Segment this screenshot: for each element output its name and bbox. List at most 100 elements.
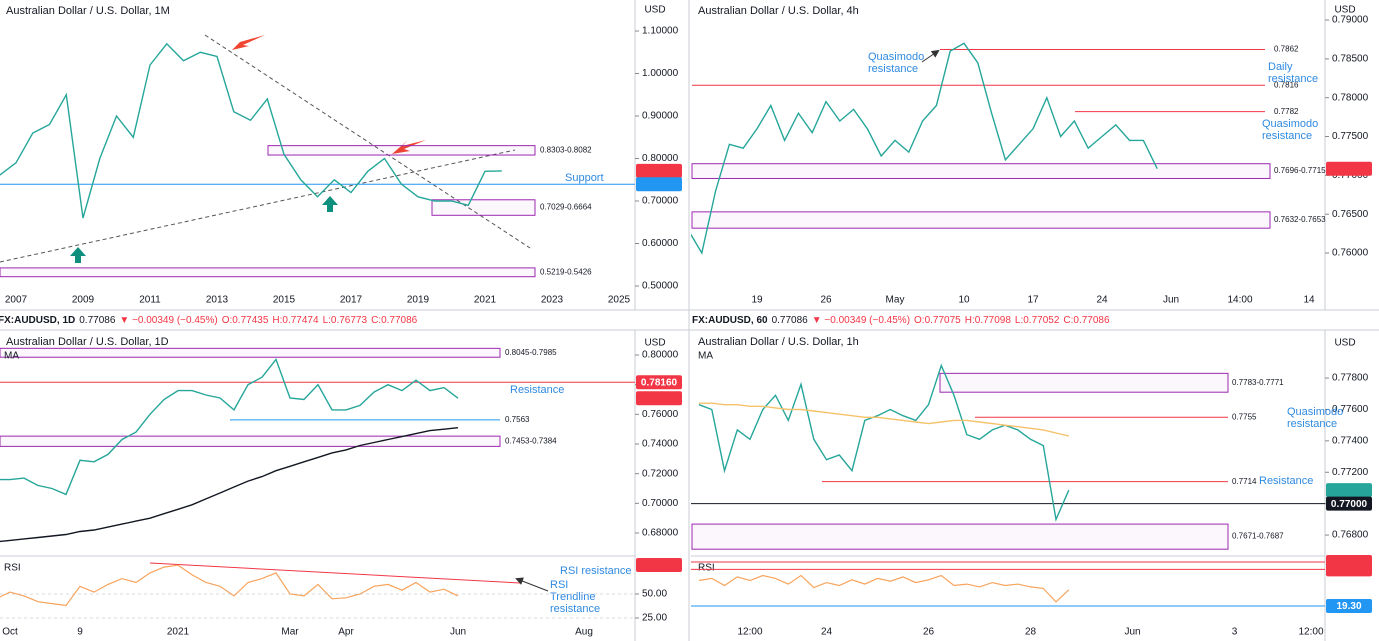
x-tick-label: 2015 (273, 295, 296, 306)
y-tick-label: 0.72000 (642, 468, 679, 479)
price-tag (636, 391, 682, 406)
zone (691, 523, 1229, 550)
annotation: RSI (550, 579, 568, 591)
price-tag (636, 163, 682, 178)
ohlc-value: H:0.77474 (272, 315, 319, 326)
x-tick-label: 24 (1096, 295, 1108, 306)
plot-area (0, 42, 635, 278)
y-tick-label: 1.10000 (642, 26, 679, 37)
zone (431, 199, 536, 216)
plot-area (0, 347, 635, 543)
price-tag (1326, 496, 1372, 511)
y-tick-label: 0.80000 (642, 350, 679, 361)
ohlc-value: H:0.77098 (965, 315, 1012, 326)
ohlc-value: O:0.77075 (914, 315, 961, 326)
level-label: 0.7782 (1274, 107, 1299, 116)
price-line (0, 357, 459, 496)
y-tick-label: 0.68000 (642, 528, 679, 539)
annotation: Support (565, 172, 604, 184)
y-tick-label: 0.76000 (1332, 248, 1369, 259)
annotation: resistance (1268, 73, 1318, 85)
y-tick-label: 0.76800 (1332, 530, 1369, 541)
x-tick-label: 2019 (407, 295, 430, 306)
x-tick-label: 2013 (206, 295, 229, 306)
x-tick-label: 3 (1232, 627, 1238, 638)
price-line (0, 42, 502, 219)
rsi-y-tick-label: 50.00 (642, 589, 667, 600)
y-tick-label: 0.77500 (1332, 131, 1369, 142)
rsi-label: RSI (698, 563, 715, 574)
zone-label: 0.7671-0.7687 (1232, 532, 1284, 541)
currency-label: USD (644, 338, 665, 349)
currency-label: USD (644, 5, 665, 16)
currency-label: USD (1334, 5, 1355, 16)
annotation: Resistance (510, 384, 564, 396)
y-tick-label: 0.78000 (1332, 92, 1369, 103)
legend-label: MA (698, 351, 713, 362)
panel: Australian Dollar / U.S. Dollar, 4h USD0.… (691, 5, 1369, 306)
annotation: Quasimodo (868, 51, 924, 63)
legend-label: MA (4, 351, 19, 362)
price-tag (636, 375, 682, 390)
x-tick-label: 2025 (608, 295, 631, 306)
price-tag-label: 0.77000 (1331, 499, 1368, 510)
last-price: 0.77086 (79, 315, 116, 326)
x-tick-label: 2021 (167, 627, 190, 638)
x-tick-label: 26 (923, 627, 935, 638)
rsi-y-tick-label: 25.00 (642, 613, 667, 624)
rsi-line (0, 564, 459, 607)
y-tick-label: 0.80000 (642, 153, 679, 164)
price-line (691, 42, 1158, 255)
x-tick-label: 24 (821, 627, 833, 638)
x-tick-label: 9 (77, 627, 83, 638)
y-tick-label: 1.00000 (642, 68, 679, 79)
x-tick-label: 14 (1303, 295, 1315, 306)
x-tick-label: Jun (1163, 295, 1179, 306)
plot-area (691, 363, 1325, 550)
zone (0, 267, 536, 278)
annotation: resistance (1262, 130, 1312, 142)
currency-label: USD (1334, 338, 1355, 349)
x-tick-label: 2023 (541, 295, 564, 306)
x-tick-label: 26 (820, 295, 832, 306)
annotation: resistance (868, 63, 918, 75)
price-tag-label: 19.30 (1336, 601, 1361, 612)
panel: Australian Dollar / U.S. Dollar, 1M USD 0.… (0, 5, 679, 306)
ohlc-value: L:0.76773 (323, 315, 368, 326)
y-tick-label: 0.90000 (642, 111, 679, 122)
y-tick-label: 0.77600 (1332, 404, 1369, 415)
y-tick-label: 0.78500 (1332, 54, 1369, 65)
annotation: RSI resistance (560, 565, 632, 577)
price-line (0, 427, 459, 543)
annotation: resistance (550, 603, 600, 615)
x-tick-label: May (886, 295, 905, 306)
x-tick-label: 28 (1025, 627, 1037, 638)
ohlc-value: L:0.77052 (1015, 315, 1060, 326)
price-tag (1326, 599, 1372, 613)
ohlc-value: O:0.77435 (222, 315, 269, 326)
y-tick-label: 0.79000 (1332, 15, 1369, 26)
level-label: 0.7563 (505, 415, 530, 424)
symbol: FX:AUDUSD, 1D (0, 315, 75, 326)
x-tick-label: 2007 (5, 295, 28, 306)
x-tick-label: Jun (450, 627, 466, 638)
symbol-header: FX:AUDUSD, 60 0.77086 ▼ −0.00349 (−0.45%) O… (692, 315, 1110, 326)
price-tag (1326, 562, 1372, 577)
zone (691, 163, 1271, 179)
x-tick-label: 2017 (340, 295, 363, 306)
x-tick-label: 2011 (139, 295, 161, 306)
annotation: Daily (1268, 61, 1293, 73)
chart-title: Australian Dollar / U.S. Dollar, 1h (698, 336, 859, 348)
price-tag-label: 0.78160 (641, 377, 678, 388)
x-tick-label: Jun (1124, 627, 1140, 638)
zone-label: 0.7783-0.7771 (1232, 378, 1284, 387)
y-tick-label: 0.77400 (1332, 436, 1369, 447)
x-tick-label: 2009 (72, 295, 95, 306)
price-line (699, 402, 1069, 437)
zone-label: 0.8045-0.7985 (505, 348, 557, 357)
chart-title: Australian Dollar / U.S. Dollar, 1D (6, 336, 169, 348)
zone-label: 0.7029-0.6664 (540, 203, 592, 212)
